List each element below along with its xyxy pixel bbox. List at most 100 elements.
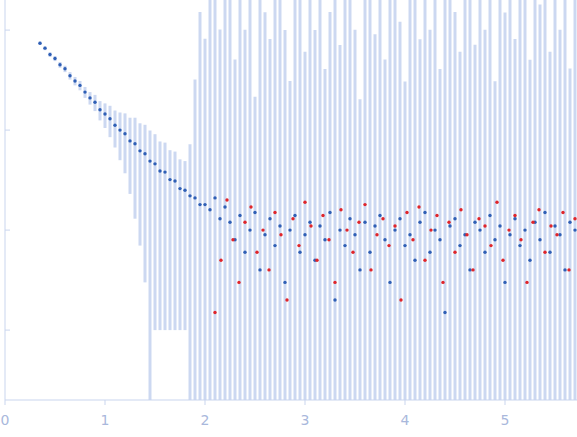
point (433, 228, 436, 231)
point (339, 208, 342, 211)
point (98, 108, 101, 111)
error-bar (304, 52, 307, 400)
point (501, 259, 504, 262)
error-bar (454, 12, 457, 400)
point (393, 228, 396, 231)
point (327, 238, 330, 241)
point (538, 238, 541, 241)
error-bar (124, 113, 127, 173)
point (283, 281, 286, 284)
point (351, 251, 354, 254)
error-bar (459, 52, 462, 400)
point (353, 233, 356, 236)
point (508, 233, 511, 236)
point (243, 251, 246, 254)
point (318, 224, 321, 227)
error-bar (284, 30, 287, 400)
point (118, 128, 121, 131)
point (128, 139, 131, 142)
point (553, 224, 556, 227)
point (443, 311, 446, 314)
point (348, 217, 351, 220)
point (388, 281, 391, 284)
error-bar (274, 0, 277, 400)
point (518, 244, 521, 247)
point (343, 244, 346, 247)
point (478, 228, 481, 231)
point (228, 220, 231, 223)
error-bar (479, 0, 482, 400)
error-bar (104, 103, 107, 128)
point (73, 79, 76, 82)
point (453, 251, 456, 254)
point (408, 233, 411, 236)
error-bar (109, 106, 112, 137)
error-bar (264, 12, 267, 400)
error-bar (89, 92, 92, 104)
point (203, 203, 206, 206)
error-bar (504, 12, 507, 400)
x-tick-label: 2 (201, 412, 210, 428)
point (448, 224, 451, 227)
point (243, 220, 246, 223)
x-tick (405, 400, 406, 405)
point (519, 238, 522, 241)
error-bar (119, 112, 122, 160)
error-bar (269, 39, 272, 400)
point (138, 149, 141, 152)
error-bar (574, 0, 577, 400)
chart: 012345 (0, 0, 577, 437)
error-bar (509, 0, 512, 400)
point (123, 132, 126, 135)
point (163, 170, 166, 173)
error-bar (99, 101, 102, 120)
error-bar (564, 0, 567, 400)
error-bar (534, 0, 537, 400)
point (168, 178, 171, 181)
error-bar (569, 69, 572, 400)
point (285, 298, 288, 301)
point (561, 211, 564, 214)
point (303, 233, 306, 236)
point (158, 169, 161, 172)
point (363, 220, 366, 223)
error-bar (384, 60, 387, 400)
error-bar (419, 39, 422, 400)
error-bar (204, 39, 207, 400)
point (537, 208, 540, 211)
point (303, 201, 306, 204)
error-bar (259, 0, 262, 400)
point (43, 46, 46, 49)
point (513, 214, 516, 217)
point (263, 233, 266, 236)
point (315, 259, 318, 262)
point (459, 208, 462, 211)
point (288, 228, 291, 231)
point (297, 244, 300, 247)
error-bar (544, 0, 547, 400)
error-bar (444, 0, 447, 400)
point (183, 189, 186, 192)
x-tick-label: 1 (101, 412, 110, 428)
point (423, 211, 426, 214)
error-bar (424, 0, 427, 400)
point (267, 268, 270, 271)
point (398, 217, 401, 220)
error-bar (334, 0, 337, 400)
error-bar (494, 81, 497, 400)
point (78, 84, 81, 87)
error-bar (324, 69, 327, 400)
point (213, 311, 216, 314)
error-bar (429, 30, 432, 400)
error-bar (64, 66, 67, 72)
point (279, 233, 282, 236)
point (368, 251, 371, 254)
error-bar (199, 12, 202, 400)
error-bar (554, 0, 557, 400)
error-bar (389, 0, 392, 400)
point (399, 298, 402, 301)
point (83, 90, 86, 93)
point (133, 142, 136, 145)
error-bar (59, 62, 62, 68)
point (528, 259, 531, 262)
